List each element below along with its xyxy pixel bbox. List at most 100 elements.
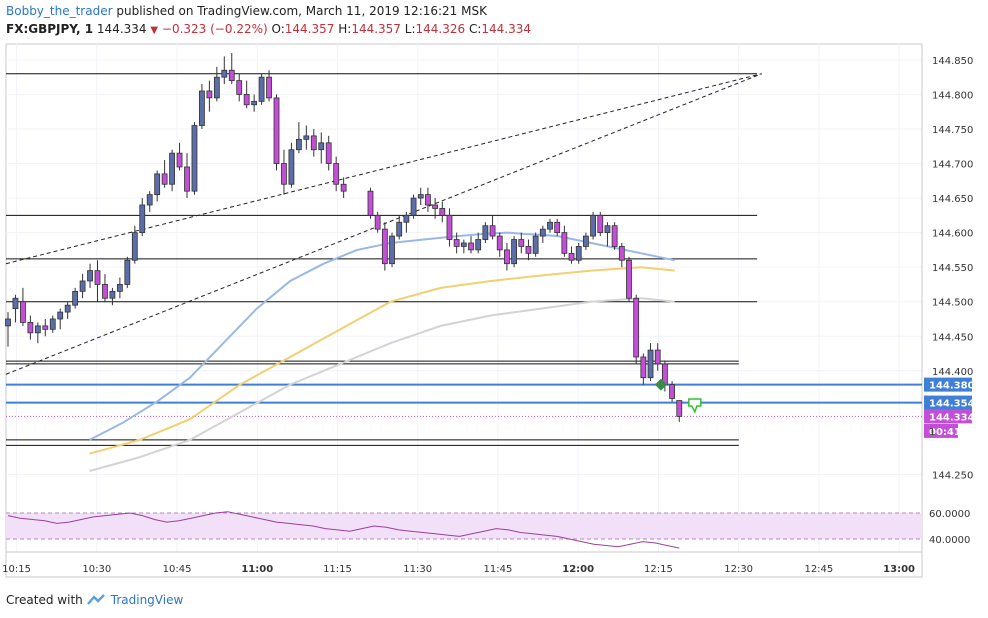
candle-body[interactable] <box>633 297 640 358</box>
candle-body[interactable] <box>258 76 265 102</box>
candle-body[interactable] <box>518 239 525 247</box>
candle-body[interactable] <box>561 232 568 254</box>
candle-body[interactable] <box>154 173 161 196</box>
candle-body[interactable] <box>79 280 86 292</box>
candle-body[interactable] <box>5 318 11 327</box>
candle-body[interactable] <box>396 221 403 237</box>
candle-body[interactable] <box>94 270 101 285</box>
candle-body[interactable] <box>191 125 198 192</box>
candle-body[interactable] <box>206 90 213 99</box>
candle-body[interactable] <box>281 163 287 185</box>
candle-body[interactable] <box>597 214 604 234</box>
candle-body[interactable] <box>604 225 611 234</box>
candle-body[interactable] <box>417 194 424 199</box>
candle-body[interactable] <box>72 290 79 306</box>
candle-body[interactable] <box>161 173 168 185</box>
candle-body[interactable] <box>410 197 417 216</box>
candle-body[interactable] <box>199 90 205 126</box>
candle-body[interactable] <box>221 69 228 78</box>
candle-body[interactable] <box>243 94 250 106</box>
candle-body[interactable] <box>42 325 49 330</box>
candle-body[interactable] <box>124 259 131 285</box>
candle-body[interactable] <box>310 135 317 151</box>
candle-body[interactable] <box>583 235 589 247</box>
candle-body[interactable] <box>654 349 661 365</box>
candle-body[interactable] <box>446 214 453 240</box>
candle-body[interactable] <box>482 225 489 240</box>
candle-body[interactable] <box>374 214 381 230</box>
candle-body[interactable] <box>489 225 496 237</box>
author-link[interactable]: Bobby_the_trader <box>6 4 113 18</box>
candle-body[interactable] <box>49 318 56 330</box>
y-tick-label: 144.850 <box>932 56 973 67</box>
candle-body[interactable] <box>64 304 71 313</box>
close-label: C: <box>468 22 482 36</box>
candle-body[interactable] <box>475 239 482 251</box>
candle-body[interactable] <box>647 349 654 379</box>
candle-body[interactable] <box>504 249 510 265</box>
candle-body[interactable] <box>640 356 647 379</box>
candle-body[interactable] <box>146 194 153 206</box>
candle-body[interactable] <box>432 204 439 209</box>
candle-body[interactable] <box>228 69 235 82</box>
candle-body[interactable] <box>102 284 108 299</box>
tradingview-brand[interactable]: TradingView <box>110 593 184 607</box>
candle-body[interactable] <box>453 239 460 247</box>
candle-body[interactable] <box>439 208 446 216</box>
candle-body[interactable] <box>27 322 34 334</box>
candle-body[interactable] <box>381 228 388 265</box>
candle-body[interactable] <box>266 76 272 99</box>
candle-body[interactable] <box>184 166 190 192</box>
candle-body[interactable] <box>131 232 138 261</box>
candle-body[interactable] <box>213 76 220 99</box>
candle-body[interactable] <box>325 142 332 164</box>
candle-body[interactable] <box>525 246 532 254</box>
candle-body[interactable] <box>20 301 26 323</box>
candle-body[interactable] <box>532 235 539 254</box>
candle-body[interactable] <box>539 228 546 237</box>
candle-body[interactable] <box>389 235 395 265</box>
candle-body[interactable] <box>288 149 295 185</box>
candle-body[interactable] <box>273 97 280 164</box>
candle-body[interactable] <box>303 135 310 140</box>
candle-body[interactable] <box>575 246 582 261</box>
candle-body[interactable] <box>251 100 258 106</box>
candle-body[interactable] <box>34 325 41 334</box>
candle-body[interactable] <box>547 221 553 230</box>
candle-body[interactable] <box>176 152 183 168</box>
candle-body[interactable] <box>568 252 575 261</box>
candle-body[interactable] <box>333 163 340 185</box>
candle-body[interactable] <box>340 183 347 192</box>
candle-body[interactable] <box>590 214 596 237</box>
candle-body[interactable] <box>496 235 503 251</box>
candle-body[interactable] <box>676 400 683 417</box>
candle-body[interactable] <box>611 225 618 247</box>
diamond-marker-icon <box>654 378 667 391</box>
candle-body[interactable] <box>626 259 632 299</box>
price-tag-label: 144.354 <box>929 399 975 410</box>
candle-body[interactable] <box>669 384 675 399</box>
ma-gray-line <box>89 297 675 472</box>
candle-body[interactable] <box>367 190 374 216</box>
candle-body[interactable] <box>12 297 19 310</box>
candle-body[interactable] <box>116 284 123 292</box>
trend-line-lower[interactable] <box>5 73 762 375</box>
candle-body[interactable] <box>318 142 325 151</box>
trend-line-upper[interactable] <box>5 73 762 265</box>
candle-body[interactable] <box>403 214 410 223</box>
candle-body[interactable] <box>236 80 243 95</box>
candle-body[interactable] <box>109 290 116 299</box>
candle-body[interactable] <box>511 239 517 265</box>
candle-body[interactable] <box>57 311 64 320</box>
candle-body[interactable] <box>468 242 474 251</box>
y-tick-label: 144.700 <box>932 160 973 171</box>
candle-body[interactable] <box>87 270 93 282</box>
candle-body[interactable] <box>554 221 561 234</box>
candle-body[interactable] <box>618 246 625 261</box>
candle-body[interactable] <box>425 194 431 206</box>
candle-body[interactable] <box>295 138 302 151</box>
candle-body[interactable] <box>460 242 467 247</box>
candle-body[interactable] <box>139 204 146 234</box>
candle-body[interactable] <box>169 152 175 185</box>
